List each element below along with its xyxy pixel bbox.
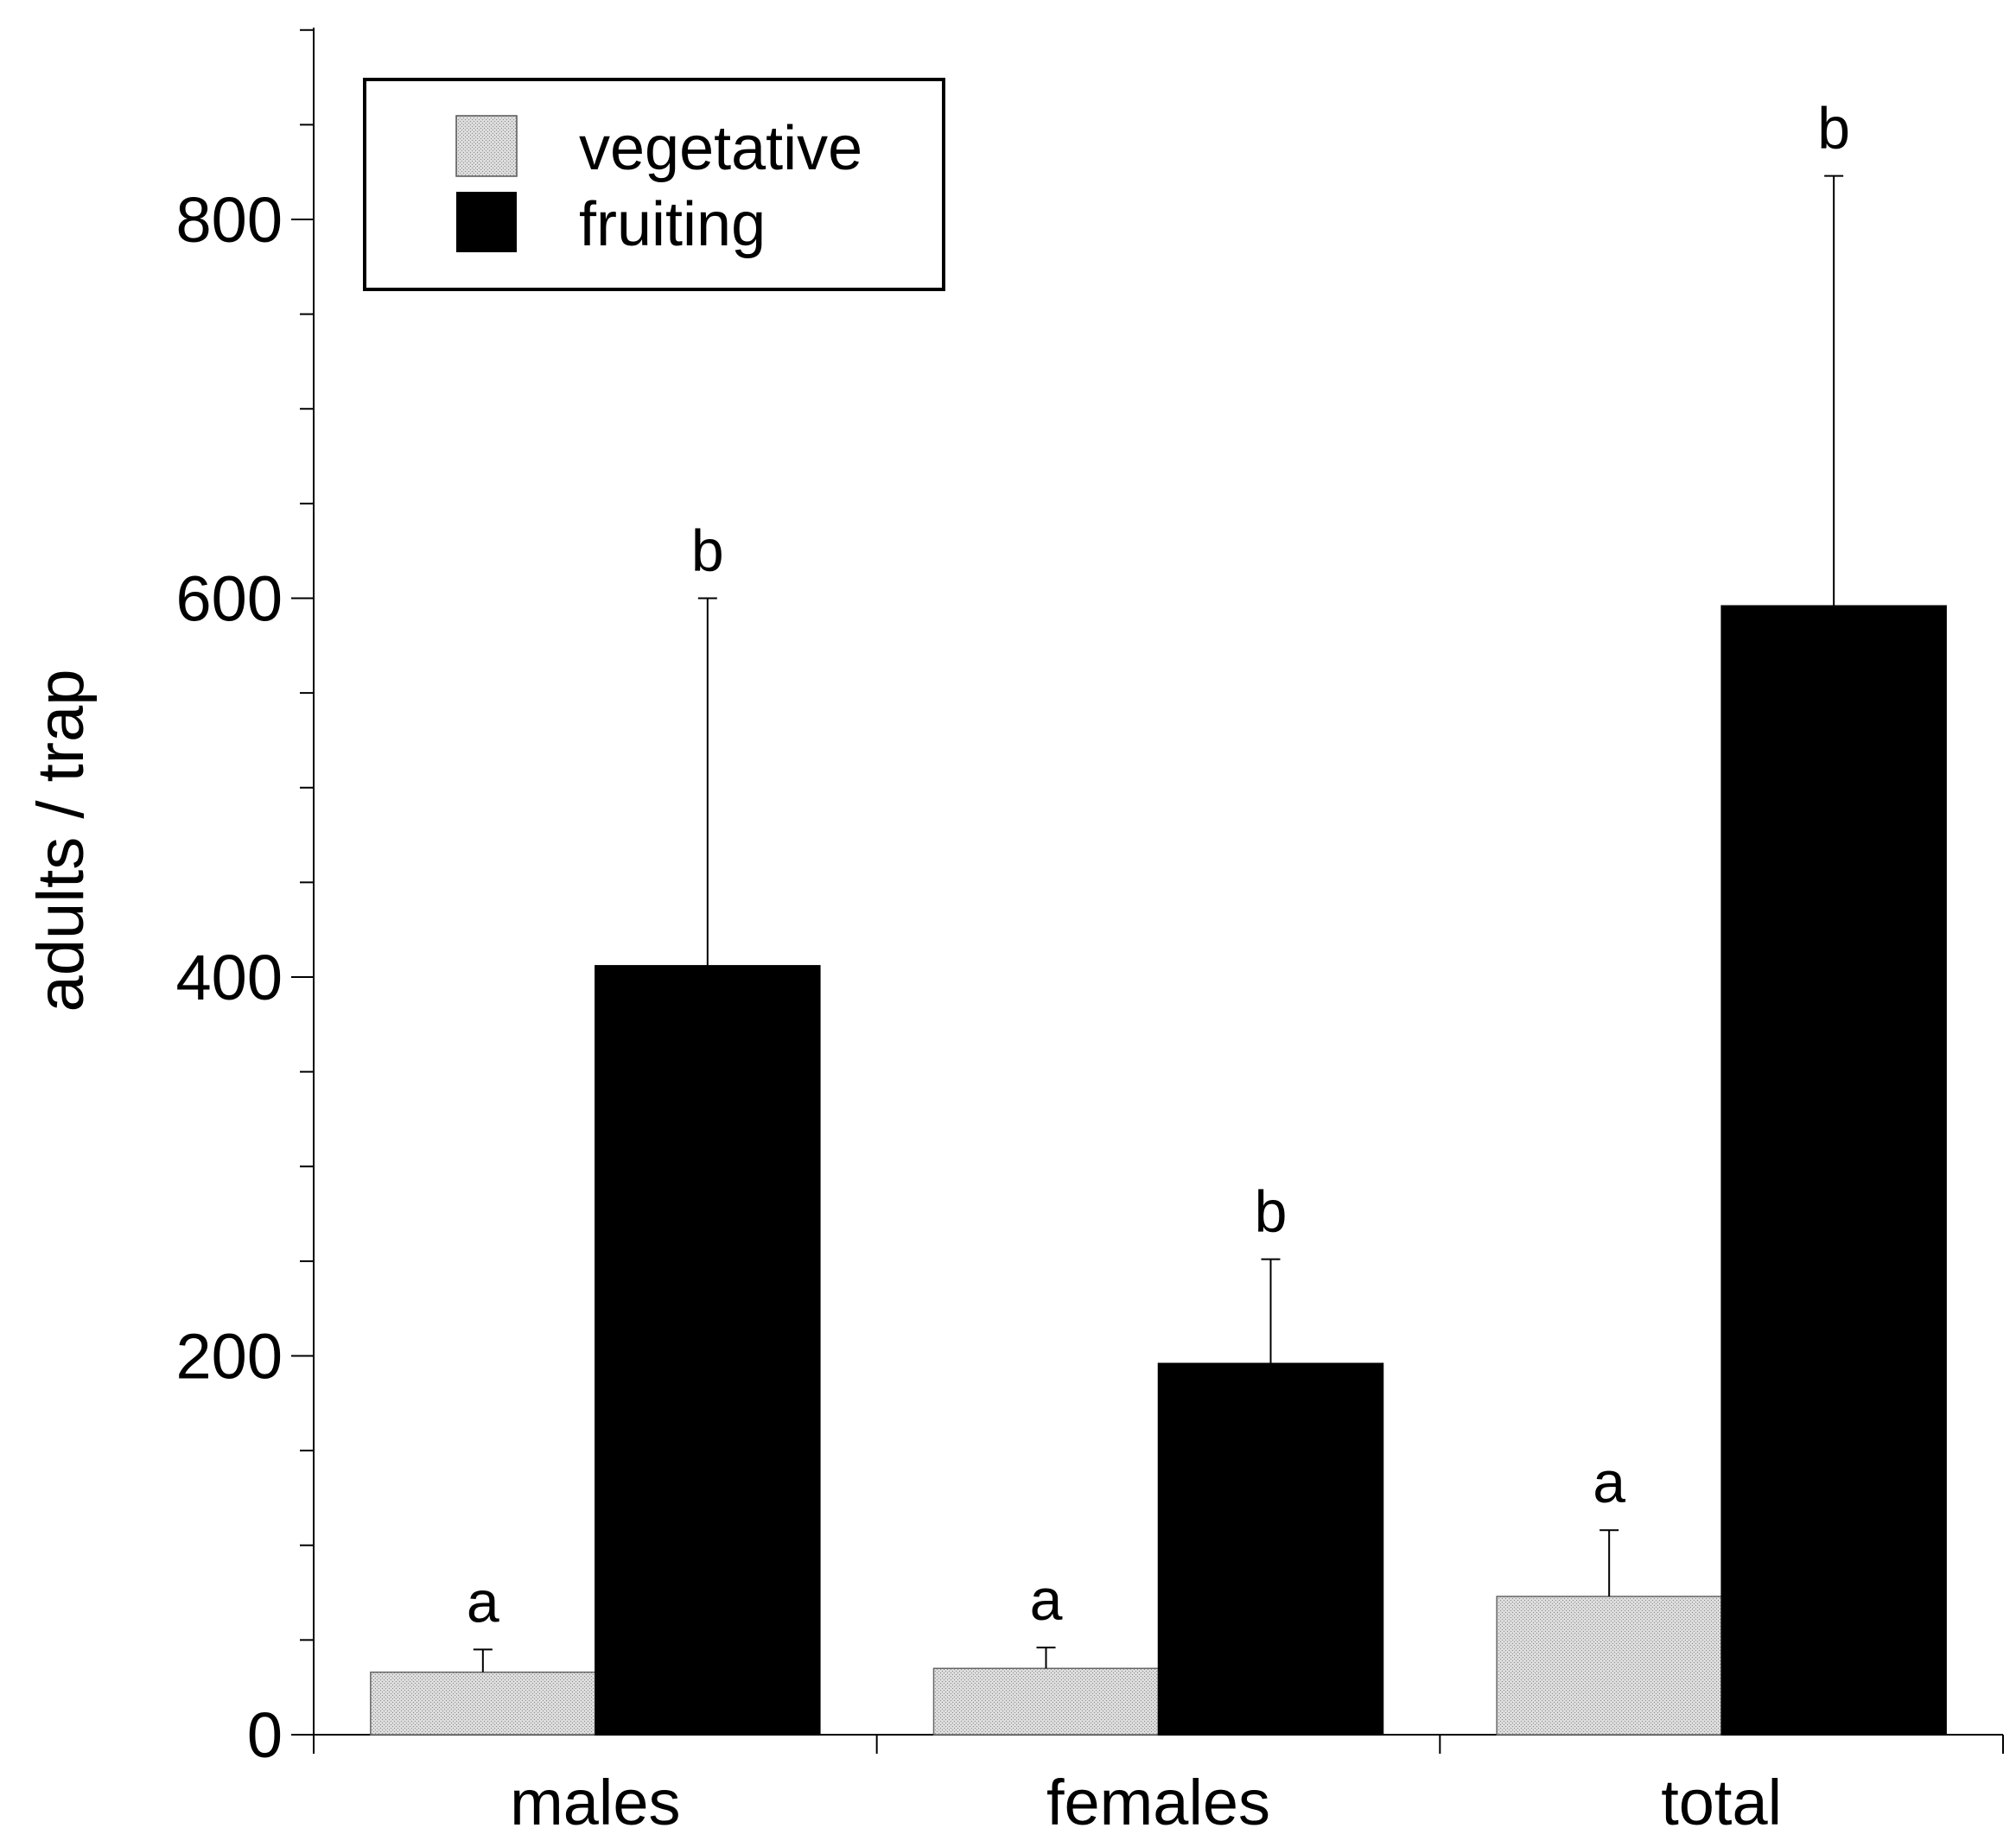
y-tick-label: 0 xyxy=(247,1699,283,1771)
x-tick-label-total: total xyxy=(1661,1767,1782,1838)
bar-fruiting-females xyxy=(1157,1362,1384,1736)
y-tick-label: 800 xyxy=(176,184,283,256)
bar-fruiting-males xyxy=(595,965,821,1736)
y-axis-title: adults / trap xyxy=(24,669,98,1012)
x-axis-ticks: males females total xyxy=(313,1735,2004,1838)
error-bar-group xyxy=(473,175,1844,1672)
significance-label-vegetative-total: a xyxy=(1593,1450,1625,1515)
y-tick-label: 200 xyxy=(176,1321,283,1393)
bar-group xyxy=(370,605,1947,1736)
significance-label-group: a a a b b b xyxy=(467,96,1850,1635)
bar-vegetative-females xyxy=(932,1667,1160,1736)
x-tick-label-females: females xyxy=(1046,1767,1270,1838)
legend: vegetative fruiting xyxy=(363,78,945,291)
y-tick-label: 600 xyxy=(176,563,283,635)
significance-label-vegetative-males: a xyxy=(467,1569,499,1634)
legend-box xyxy=(363,78,945,291)
y-axis-ticks: 0 200 400 600 800 xyxy=(176,29,314,1771)
significance-label-fruiting-total: b xyxy=(1817,96,1850,162)
significance-label-fruiting-males: b xyxy=(691,518,724,584)
legend-swatch-vegetative xyxy=(455,115,518,177)
legend-label-fruiting: fruiting xyxy=(579,190,766,259)
legend-label-vegetative: vegetative xyxy=(579,114,862,183)
significance-label-vegetative-females: a xyxy=(1030,1567,1063,1633)
bar-vegetative-total xyxy=(1496,1596,1722,1736)
legend-swatch-fruiting xyxy=(456,192,517,252)
y-tick-label: 400 xyxy=(176,942,283,1013)
bar-vegetative-males xyxy=(370,1671,596,1736)
significance-label-fruiting-females: b xyxy=(1255,1179,1288,1245)
bar-fruiting-total xyxy=(1720,605,1947,1736)
x-tick-label-males: males xyxy=(510,1767,680,1838)
